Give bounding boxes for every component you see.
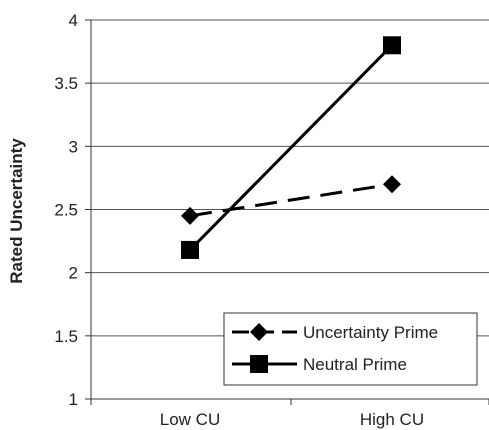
- gridlines: [91, 19, 489, 337]
- y-tick-label: 1.5: [54, 327, 78, 346]
- y-tick-label: 3: [69, 137, 78, 156]
- axes: [85, 19, 489, 405]
- x-tick-label: Low CU: [160, 410, 220, 429]
- y-tick-labels: 1 1.5 2 2.5 3 3.5 4: [54, 11, 78, 409]
- y-tick-label: 2.5: [54, 201, 78, 220]
- legend-marker-neutral-prime: [250, 355, 268, 373]
- legend-marker-uncertainty-prime: [250, 323, 268, 341]
- data-point-uncertainty-prime: [383, 175, 401, 194]
- x-tick-label: High CU: [360, 410, 424, 429]
- legend: Uncertainty Prime Neutral Prime: [223, 312, 478, 386]
- y-tick-label: 3.5: [54, 74, 78, 93]
- series-line-neutral-prime: [188, 44, 394, 251]
- series-line-uncertainty-prime: [189, 182, 393, 218]
- data-point-neutral-prime: [383, 36, 401, 55]
- data-point-neutral-prime: [181, 240, 199, 259]
- y-axis-title: Rated Uncertainty: [7, 138, 26, 284]
- y-tick-label: 2: [69, 264, 78, 283]
- series-lines: [181, 36, 401, 259]
- legend-entries: Uncertainty Prime Neutral Prime: [232, 323, 438, 374]
- data-point-uncertainty-prime: [181, 206, 199, 225]
- x-tick-labels: Low CU High CU: [160, 410, 424, 429]
- y-tick-label: 1: [69, 390, 78, 409]
- legend-label-uncertainty-prime: Uncertainty Prime: [303, 323, 438, 342]
- legend-label-neutral-prime: Neutral Prime: [303, 355, 407, 374]
- y-tick-label: 4: [69, 11, 78, 30]
